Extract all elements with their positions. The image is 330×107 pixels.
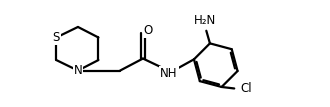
Text: O: O [144, 24, 153, 37]
Text: NH: NH [160, 67, 178, 80]
Text: N: N [74, 64, 82, 77]
Text: Cl: Cl [241, 82, 252, 95]
Text: S: S [52, 31, 60, 44]
Text: H₂N: H₂N [194, 13, 216, 27]
